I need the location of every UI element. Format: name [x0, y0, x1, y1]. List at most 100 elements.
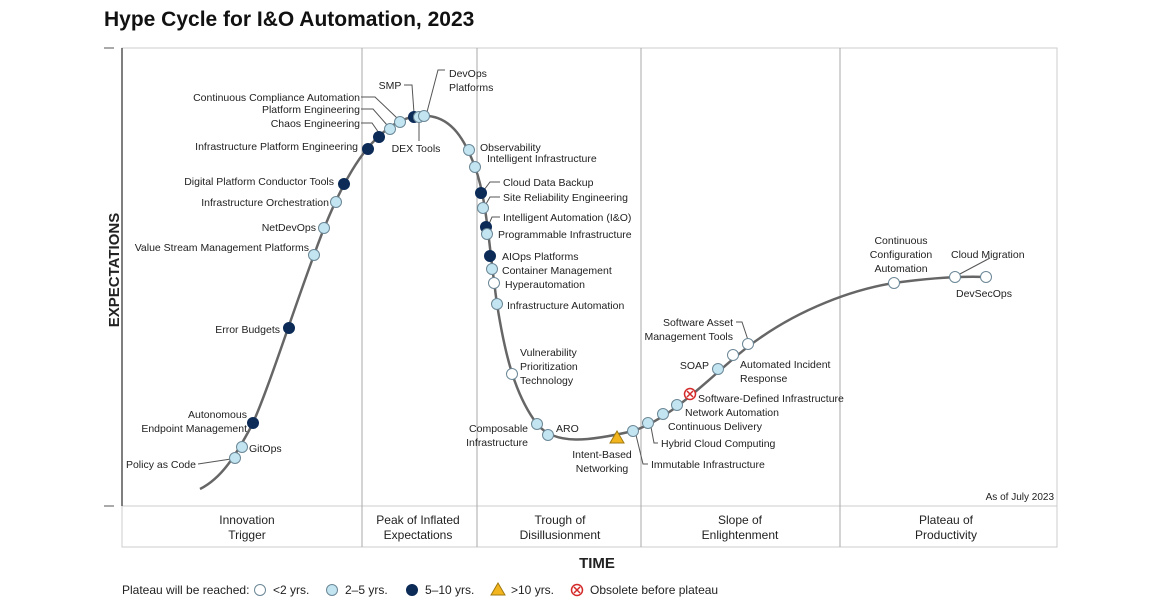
technology-label: Platforms [449, 82, 493, 94]
technology-label: Hyperautomation [505, 279, 585, 291]
triangle-marker [490, 582, 506, 596]
legend-label: 5–10 yrs. [425, 583, 474, 597]
technology-marker: Digital Platform Conductor Tools [184, 176, 350, 190]
technology-marker: Site Reliability Engineering [477, 192, 628, 214]
technology-marker: Immutable Infrastructure [627, 425, 765, 471]
y-axis-label: EXPECTATIONS [106, 213, 123, 327]
technology-label: Cloud Migration [951, 249, 1025, 261]
circle-marker [742, 338, 754, 350]
technology-marker: Composable Infrastructure [466, 418, 543, 449]
circle-marker [506, 368, 518, 380]
triangle-marker [609, 430, 625, 444]
technology-label: Cloud Data Backup [503, 177, 594, 189]
technology-marker: Network Automation [671, 399, 779, 419]
technology-marker: Infrastructure Platform Engineering [195, 141, 374, 155]
technology-label: DevOps [449, 68, 487, 80]
technology-label: Infrastructure [466, 437, 528, 449]
technology-label: Continuous Compliance Automation [193, 92, 360, 104]
circle-marker [338, 178, 350, 190]
circle-marker [657, 408, 669, 420]
technology-label: Configuration [870, 249, 933, 261]
technology-label: Composable [469, 423, 528, 435]
circle-marker [481, 228, 493, 240]
phase-label: Trigger [228, 528, 266, 542]
circle-marker [627, 425, 639, 437]
technology-label: Networking [576, 463, 629, 475]
technology-label: Platform Engineering [262, 104, 360, 116]
technology-label: Infrastructure Platform Engineering [195, 141, 358, 153]
leader-line [361, 96, 398, 119]
technology-label: Software-Defined Infrastructure [698, 393, 844, 405]
phase-band [121, 505, 1058, 548]
technology-marker: Software-Defined Infrastructure [683, 387, 844, 405]
technology-label: Observability [480, 142, 541, 154]
technology-marker: Hybrid Cloud Computing [642, 417, 776, 450]
legend-item: Obsolete before plateau [570, 583, 718, 597]
technology-marker: Cloud Migration [949, 249, 1025, 283]
circle-marker [531, 418, 543, 430]
circle-marker [477, 202, 489, 214]
circle-marker [542, 429, 554, 441]
circle-marker [254, 584, 266, 596]
technology-marker: Platform Engineering [262, 104, 396, 135]
leader-line [650, 426, 658, 444]
legend-title: Plateau will be reached: [122, 583, 249, 597]
circle-marker [373, 131, 385, 143]
circle-marker [318, 222, 330, 234]
legend-label: <2 yrs. [273, 583, 309, 597]
technology-marker: Continuous Configuration Automation [870, 235, 933, 289]
technology-marker: SOAP [680, 360, 724, 375]
circle-marker [330, 196, 342, 208]
technology-label: Infrastructure Automation [507, 300, 624, 312]
phase-label: Disillusionment [520, 528, 601, 542]
circle-marker [488, 277, 500, 289]
circle-marker [247, 417, 259, 429]
technology-label: Software Asset [663, 317, 733, 329]
circle-marker [642, 417, 654, 429]
legend-label: >10 yrs. [511, 583, 554, 597]
circle-marker [394, 116, 406, 128]
leader-line [736, 321, 749, 341]
technology-label: DevSecOps [956, 288, 1012, 300]
x-icon [686, 390, 694, 398]
circle-marker [283, 322, 295, 334]
technology-label: GitOps [249, 443, 282, 455]
technology-marker: Intent-Based Networking [572, 430, 632, 475]
technology-marker: NetDevOps [262, 222, 330, 234]
technology-label: Value Stream Management Platforms [135, 242, 309, 254]
technology-marker: Chaos Engineering [271, 118, 385, 143]
technology-marker: DevOps Platforms [418, 68, 493, 122]
technology-label: SOAP [680, 360, 709, 372]
technology-label: Error Budgets [215, 324, 280, 336]
technology-marker: Vulnerability Prioritization Technology [506, 347, 578, 387]
technology-marker: Infrastructure Automation [491, 298, 624, 312]
circle-marker [362, 143, 374, 155]
technology-marker: Software Asset Management Tools [644, 317, 754, 350]
technology-label: Infrastructure Orchestration [201, 197, 329, 209]
page-title: Hype Cycle for I&O Automation, 2023 [104, 8, 475, 31]
circle-marker [229, 452, 241, 464]
technology-marker: Autonomous Endpoint Management [141, 409, 259, 435]
circle-marker [469, 161, 481, 173]
x-icon [573, 586, 581, 594]
technology-label: Intelligent Infrastructure [487, 153, 597, 165]
technology-label: NetDevOps [262, 222, 316, 234]
legend-label: 2–5 yrs. [345, 583, 388, 597]
phase-label: Trough of [535, 513, 587, 527]
technology-marker: Intelligent Infrastructure [469, 153, 597, 173]
phase-label: Productivity [915, 528, 977, 542]
legend-label: Obsolete before plateau [590, 583, 718, 597]
circle-marker [712, 363, 724, 375]
technology-label: Management Tools [644, 331, 733, 343]
technology-label: Chaos Engineering [271, 118, 360, 130]
technology-label: Prioritization [520, 361, 578, 373]
leader-line [361, 122, 380, 134]
technology-label: Container Management [502, 265, 612, 277]
leader-line [635, 434, 648, 465]
circle-marker [727, 349, 739, 361]
technology-label: Policy as Code [126, 459, 196, 471]
circle-marker [671, 399, 683, 411]
x-axis-label: TIME [579, 555, 615, 572]
